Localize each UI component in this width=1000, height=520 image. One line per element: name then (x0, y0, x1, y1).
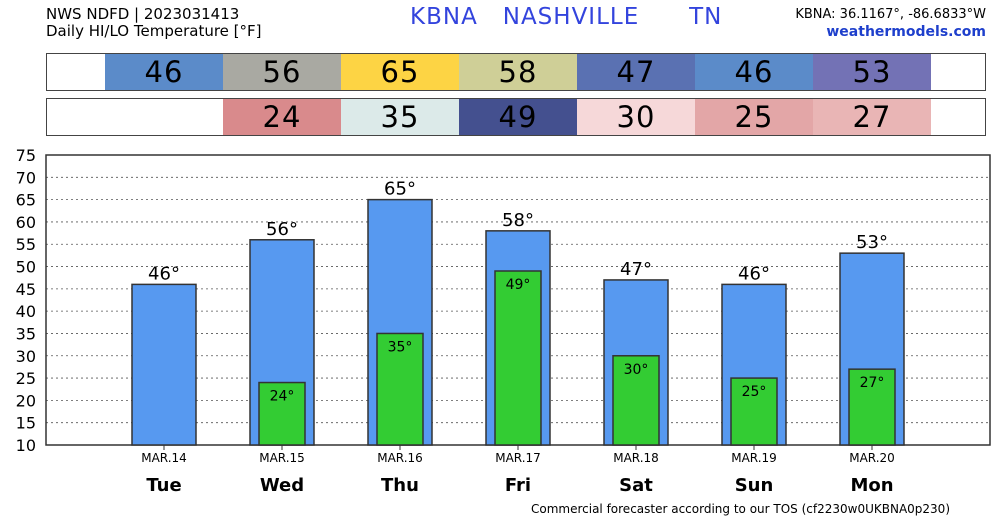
low-temp-strip: 24 35 49 30 25 27 (46, 98, 986, 136)
low-box-7: 27 (813, 99, 931, 135)
y-tick-label: 70 (16, 168, 36, 187)
low-bar (376, 332, 424, 446)
low-bar-label: 27° (860, 375, 885, 391)
y-tick-label: 65 (16, 191, 36, 210)
date-tick-label: MAR.17 (495, 451, 541, 465)
low-box-3: 35 (341, 99, 459, 135)
station-title: KBNA NASHVILLE TN (410, 4, 723, 30)
date-tick-label: MAR.15 (259, 451, 305, 465)
y-tick-label: 20 (16, 391, 36, 410)
high-bar-label: 56° (266, 219, 298, 240)
high-bar-label: 58° (502, 210, 534, 231)
high-bar-label: 46° (738, 263, 770, 284)
day-tick-label: Sun (735, 475, 774, 496)
station-coordinates: KBNA: 36.1167°, -86.6833°W (795, 7, 986, 22)
date-tick-label: MAR.16 (377, 451, 423, 465)
y-tick-label: 30 (16, 347, 36, 366)
y-tick-label: 45 (16, 280, 36, 299)
low-bar (612, 355, 660, 446)
low-box-1 (105, 99, 223, 135)
date-tick-label: MAR.14 (141, 451, 187, 465)
high-bar-label: 65° (384, 179, 416, 200)
day-tick-label: Mon (850, 475, 893, 496)
y-tick-label: 50 (16, 258, 36, 277)
chart-subtitle: Daily HI/LO Temperature [°F] (46, 22, 262, 40)
high-box-1: 46 (105, 54, 223, 90)
low-bar (730, 377, 778, 446)
low-box-6: 25 (695, 99, 813, 135)
high-box-5: 47 (577, 54, 695, 90)
y-tick-label: 10 (16, 436, 36, 455)
high-bar-label: 46° (148, 263, 180, 284)
date-tick-label: MAR.18 (613, 451, 659, 465)
low-bar (258, 381, 306, 446)
high-temp-strip: 46 56 65 58 47 46 53 (46, 53, 986, 91)
y-tick-label: 40 (16, 302, 36, 321)
high-bar-label: 47° (620, 259, 652, 280)
high-box-4: 58 (459, 54, 577, 90)
y-tick-label: 25 (16, 369, 36, 388)
low-bar-label: 25° (742, 384, 767, 400)
low-bar-label: 35° (388, 339, 413, 355)
low-bar-label: 30° (624, 362, 649, 378)
low-bar (848, 368, 896, 446)
low-bar-label: 49° (506, 277, 531, 293)
day-tick-label: Sat (619, 475, 653, 496)
low-bar-label: 24° (270, 389, 295, 405)
y-tick-label: 15 (16, 414, 36, 433)
day-tick-label: Wed (260, 475, 304, 496)
high-box-6: 46 (695, 54, 813, 90)
high-box-3: 65 (341, 54, 459, 90)
low-box-5: 30 (577, 99, 695, 135)
y-tick-label: 60 (16, 213, 36, 232)
high-bar (131, 283, 197, 446)
low-bar (494, 270, 542, 446)
low-box-4: 49 (459, 99, 577, 135)
high-bar-label: 53° (856, 232, 888, 253)
y-tick-label: 35 (16, 324, 36, 343)
day-tick-label: Thu (381, 475, 419, 496)
y-tick-label: 55 (16, 235, 36, 254)
product-title: NWS NDFD | 2023031413 (46, 5, 240, 23)
site-link[interactable]: weathermodels.com (826, 24, 986, 40)
high-box-7: 53 (813, 54, 931, 90)
temperature-chart: 10 15 20 25 30 35 40 45 50 55 60 65 70 75 46° MAR.14 Tue… (16, 146, 991, 496)
day-tick-label: Tue (146, 475, 181, 496)
date-tick-label: MAR.20 (849, 451, 895, 465)
day-tick-label: Fri (505, 475, 531, 496)
date-tick-label: MAR.19 (731, 451, 777, 465)
y-tick-label: 75 (16, 146, 36, 165)
low-box-2: 24 (223, 99, 341, 135)
high-box-2: 56 (223, 54, 341, 90)
footer-note: Commercial forecaster according to our T… (530, 502, 950, 516)
